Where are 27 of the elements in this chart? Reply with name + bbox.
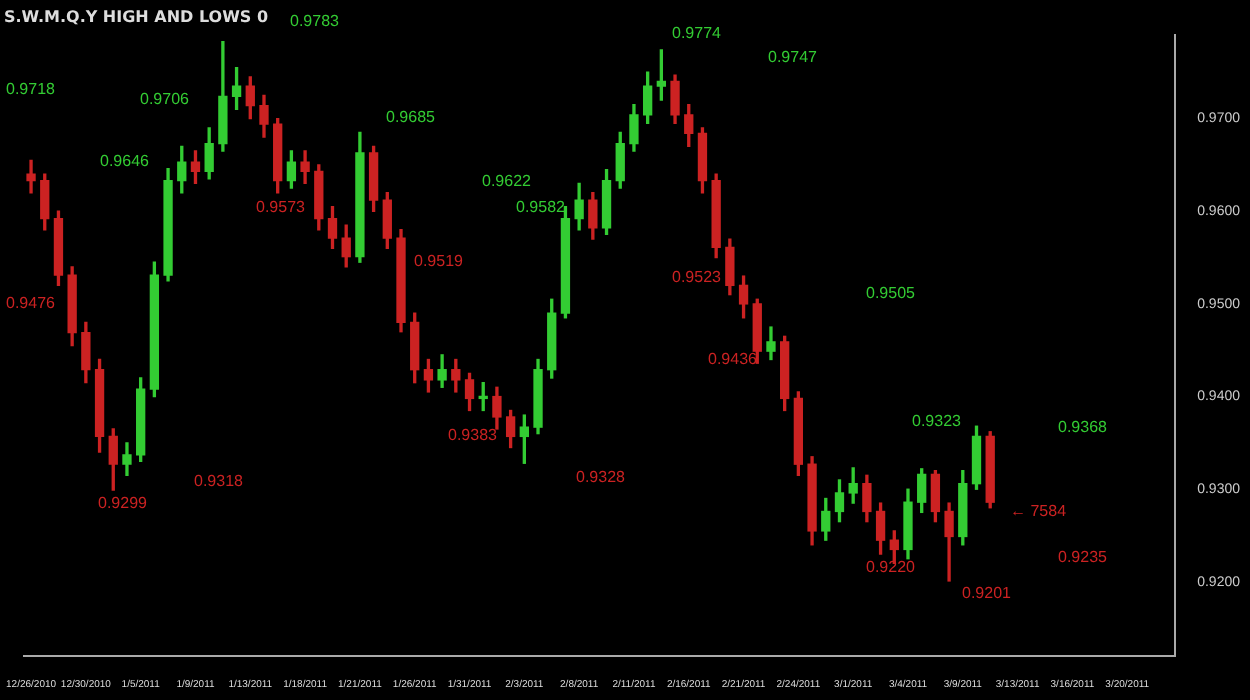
annotation: 0.9318: [194, 472, 245, 491]
annotation: ← 7584: [1010, 502, 1068, 521]
annotation: 0.9299: [98, 494, 149, 513]
annotation: 0.9235: [1058, 548, 1109, 567]
annotation: 0.9646: [100, 152, 151, 171]
annotation: 0.9201: [962, 584, 1013, 603]
annotation: 0.9747: [768, 48, 819, 67]
annotation: 0.9476: [6, 294, 57, 313]
annotation: 0.9718: [6, 80, 57, 99]
annotation: 0.9685: [386, 108, 437, 127]
text: 0.9783: [290, 12, 341, 31]
chart-title: S.W.M.Q.Y HIGH AND LOWS 0: [4, 7, 269, 26]
annotation: 0.9523: [672, 268, 723, 287]
annotation: 0.9323: [912, 412, 963, 431]
annotation: 0.9383: [448, 426, 499, 445]
candlestick: [26, 159, 36, 194]
annotation: 0.9573: [256, 198, 307, 217]
annotation: 0.9505: [866, 284, 917, 303]
annotation: 0.9220: [866, 558, 917, 577]
annotation: 0.9328: [576, 468, 627, 487]
annotation: 0.9774: [672, 24, 723, 43]
annotation: 0.9622: [482, 172, 533, 191]
annotation: 0.9706: [140, 90, 191, 109]
annotation: 0.9582: [516, 198, 567, 217]
annotation: 0.9436: [708, 350, 759, 369]
annotation: 0.9368: [1058, 418, 1109, 437]
annotation: 0.9519: [414, 252, 465, 271]
